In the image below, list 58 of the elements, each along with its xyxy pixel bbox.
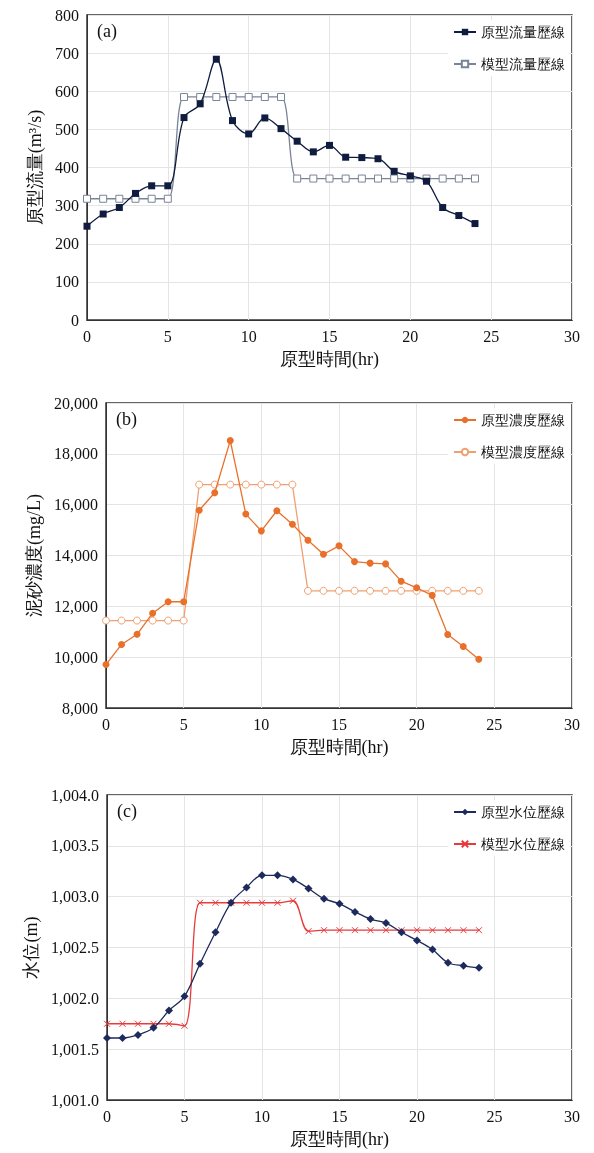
y-tick-label: 10,000: [54, 648, 98, 666]
y-tick-label: 500: [55, 120, 79, 138]
x-tick-label: 30: [564, 1107, 580, 1125]
x-axis-title: 原型時間(hr): [280, 349, 379, 370]
legend-label: 原型水位歷線: [481, 804, 565, 820]
x-tick-label: 25: [486, 1107, 503, 1125]
x-tick-label: 20: [409, 1107, 425, 1125]
annotation: (b): [116, 409, 137, 430]
x-tick-label: 5: [179, 715, 188, 733]
y-tick-label: 8,000: [62, 699, 98, 717]
y-tick-label: 400: [55, 159, 79, 176]
annotation: (a): [97, 21, 117, 42]
x-tick-label: 20: [402, 327, 419, 345]
x-tick-label: 30: [564, 327, 580, 345]
y-tick-label: 16,000: [54, 496, 98, 514]
annotation: (c): [117, 801, 137, 822]
x-tick-label: 20: [408, 715, 425, 733]
y-tick-label: 18,000: [54, 445, 98, 463]
y-tick-label: 1,001.0: [51, 1091, 99, 1109]
y-axis-title: 泥砂濃度(mg/L): [24, 494, 46, 617]
x-tick-label: 10: [240, 327, 257, 345]
y-tick-label: 1,002.5: [51, 939, 99, 956]
y-tick-label: 300: [55, 197, 79, 215]
y-tick-label: 1,002.0: [51, 989, 99, 1007]
legend-label: 模型濃度歷線: [481, 444, 565, 460]
y-tick-label: 200: [55, 235, 79, 253]
x-axis-title: 原型時間(hr): [290, 1129, 389, 1150]
x-tick-label: 15: [321, 327, 338, 345]
y-tick-label: 1,001.5: [51, 1040, 99, 1058]
legend-label: 原型濃度歷線: [481, 412, 565, 428]
x-tick-label: 5: [163, 327, 172, 345]
y-tick-label: 700: [55, 44, 79, 62]
y-axis-title: 水位(m): [21, 916, 43, 979]
legend-label: 原型流量歷線: [481, 24, 565, 40]
y-tick-label: 100: [55, 273, 79, 291]
x-tick-label: 10: [253, 715, 270, 733]
legend-label: 模型流量歷線: [481, 56, 565, 72]
x-tick-label: 5: [180, 1107, 189, 1125]
y-tick-label: 600: [55, 82, 79, 100]
legend-label: 模型水位歷線: [481, 836, 565, 852]
x-tick-label: 25: [486, 715, 503, 733]
y-tick-label: 0: [71, 311, 79, 329]
y-tick-label: 1,003.5: [51, 837, 99, 855]
y-tick-label: 1,003.0: [51, 888, 99, 906]
x-axis-title: 原型時間(hr): [289, 737, 389, 758]
y-tick-label: 1,004.0: [51, 786, 99, 804]
x-tick-label: 10: [254, 1107, 270, 1125]
y-tick-label: 20,000: [54, 394, 98, 412]
x-tick-label: 15: [331, 1107, 348, 1125]
x-tick-label: 30: [564, 715, 580, 733]
x-tick-label: 0: [103, 1107, 111, 1125]
y-axis-title: 原型流量(m³/s): [25, 109, 46, 226]
y-tick-label: 800: [55, 6, 79, 24]
y-tick-label: 12,000: [54, 597, 98, 615]
x-tick-label: 15: [331, 715, 347, 733]
x-tick-label: 25: [483, 327, 500, 345]
x-tick-label: 0: [102, 715, 110, 733]
y-tick-label: 14,000: [54, 547, 98, 564]
